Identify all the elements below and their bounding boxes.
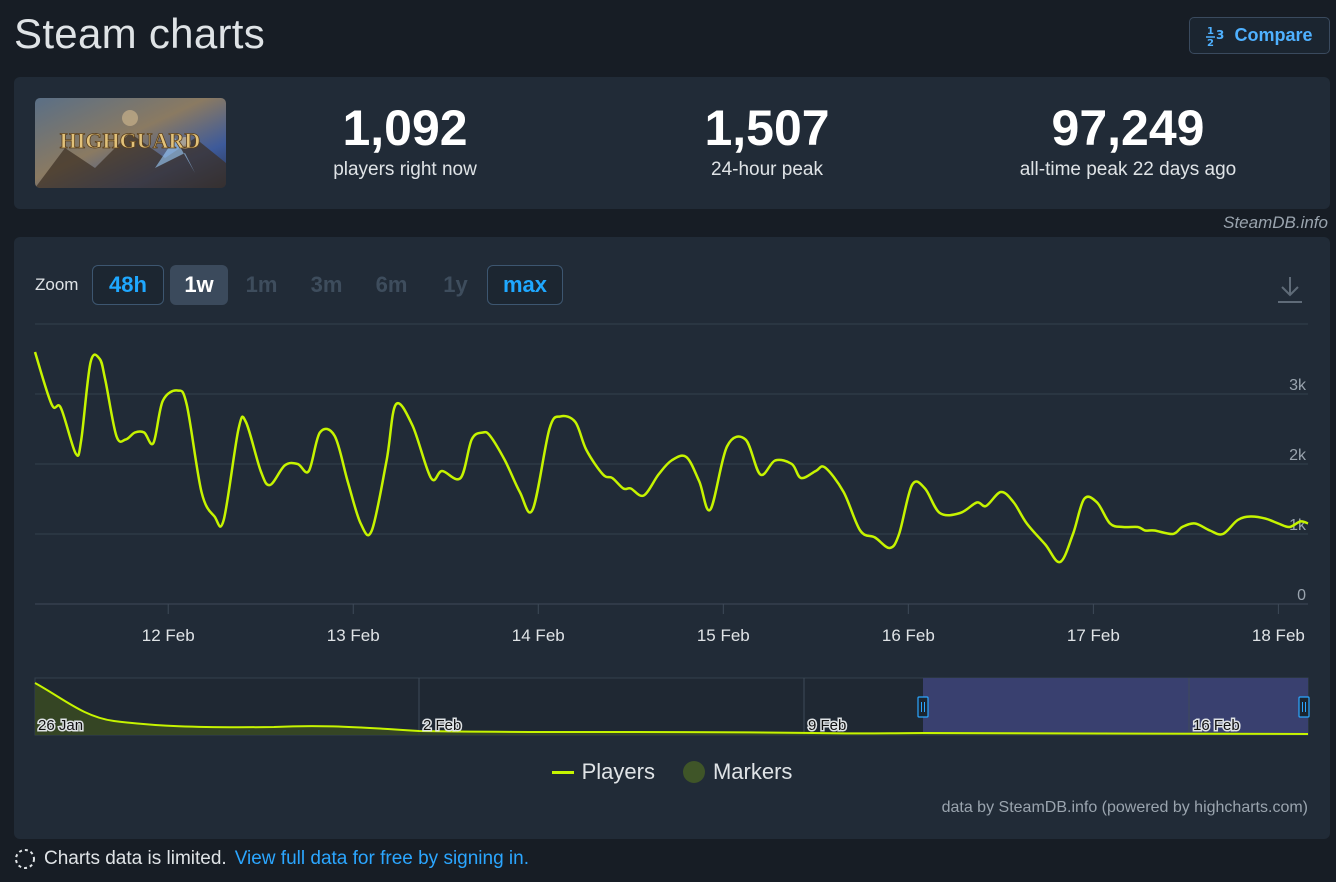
legend-players-label: Players xyxy=(581,759,655,784)
download-icon[interactable] xyxy=(1276,275,1304,305)
page-title: Steam charts xyxy=(14,10,266,57)
notice-text: Charts data is limited. xyxy=(44,848,227,869)
navigator-area xyxy=(35,683,1308,735)
svg-text:2: 2 xyxy=(1207,38,1214,47)
stat-label: 24-hour peak xyxy=(711,159,823,180)
chart-legend: Players Markers xyxy=(14,759,1330,785)
fraction-icon: 1 2 3 xyxy=(1206,26,1225,47)
navigator-handle xyxy=(1298,696,1310,718)
navigator-selection xyxy=(923,678,1308,735)
stat-all-time-peak: 97,249 all-time peak 22 days ago xyxy=(978,99,1278,181)
line-swatch-icon xyxy=(551,770,574,774)
legend-markers-label: Markers xyxy=(712,759,793,784)
zoom-3m-button[interactable]: 3m xyxy=(310,272,343,297)
chart-credit[interactable]: data by SteamDB.info (powered by highcha… xyxy=(941,799,1308,816)
compare-button[interactable]: 1 2 3 Compare xyxy=(1189,17,1330,54)
zoom-6m-button[interactable]: 6m xyxy=(375,272,408,297)
x-tick-label: 16 Feb xyxy=(882,626,935,645)
stat-current-players: 1,092 players right now xyxy=(305,99,505,181)
navigator-label: 26 Jan xyxy=(38,717,83,734)
x-tick-label: 13 Feb xyxy=(327,626,380,645)
players-series-line xyxy=(33,351,1309,564)
y-tick-label: 3k xyxy=(1289,377,1307,394)
zoom-label: Zoom xyxy=(35,275,79,294)
game-art-icon: HIGHGUARD xyxy=(35,98,226,188)
stat-value: 1,092 xyxy=(342,100,468,156)
x-tick-label: 18 Feb xyxy=(1252,626,1305,645)
navigator-line xyxy=(34,682,1309,735)
stat-24h-peak: 1,507 24-hour peak xyxy=(667,99,867,181)
chart-card: Zoom 48h 1w 1m 3m 6m 1y max 0 1k 2k 3k 12 Fe… xyxy=(14,237,1330,839)
stat-value: 97,249 xyxy=(1051,100,1205,156)
dot-swatch-icon xyxy=(682,761,705,783)
x-tick-label: 12 Feb xyxy=(142,626,195,645)
stat-value: 1,507 xyxy=(704,100,830,156)
zoom-max-button[interactable]: max xyxy=(487,265,563,305)
navigator-label: 2 Feb xyxy=(423,717,461,734)
game-logo-text: HIGHGUARD xyxy=(60,128,201,153)
navigator-label: 16 Feb xyxy=(1193,717,1240,734)
data-limited-notice: Charts data is limited. View full data f… xyxy=(14,848,529,870)
zoom-1m-button[interactable]: 1m xyxy=(245,272,278,297)
svg-text:3: 3 xyxy=(1216,28,1224,42)
navigator-label: 9 Feb xyxy=(808,717,846,734)
x-tick-label: 15 Feb xyxy=(697,626,750,645)
stat-label: all-time peak 22 days ago xyxy=(1019,159,1237,180)
y-tick-label: 2k xyxy=(1289,447,1307,464)
zoom-1w-button[interactable]: 1w xyxy=(170,265,228,305)
navigator-handle xyxy=(917,696,929,718)
sign-in-link[interactable]: View full data for free by signing in. xyxy=(234,848,530,869)
x-tick-label: 14 Feb xyxy=(512,626,565,645)
zoom-1y-button[interactable]: 1y xyxy=(443,272,468,297)
stats-card: HIGHGUARD 1,092 players right now 1,507 … xyxy=(14,77,1330,209)
legend-players[interactable]: Players xyxy=(551,759,655,785)
y-tick-label: 0 xyxy=(1297,587,1306,604)
svg-text:1: 1 xyxy=(1207,26,1214,37)
dashed-circle-icon xyxy=(15,849,35,869)
legend-markers[interactable]: Markers xyxy=(682,759,793,785)
zoom-48h-button[interactable]: 48h xyxy=(92,265,164,305)
steamdb-credit[interactable]: SteamDB.info xyxy=(1223,213,1328,232)
stat-label: players right now xyxy=(333,159,477,180)
compare-label: Compare xyxy=(1234,25,1313,45)
x-tick-label: 17 Feb xyxy=(1067,626,1120,645)
game-thumbnail[interactable]: HIGHGUARD xyxy=(35,98,226,188)
